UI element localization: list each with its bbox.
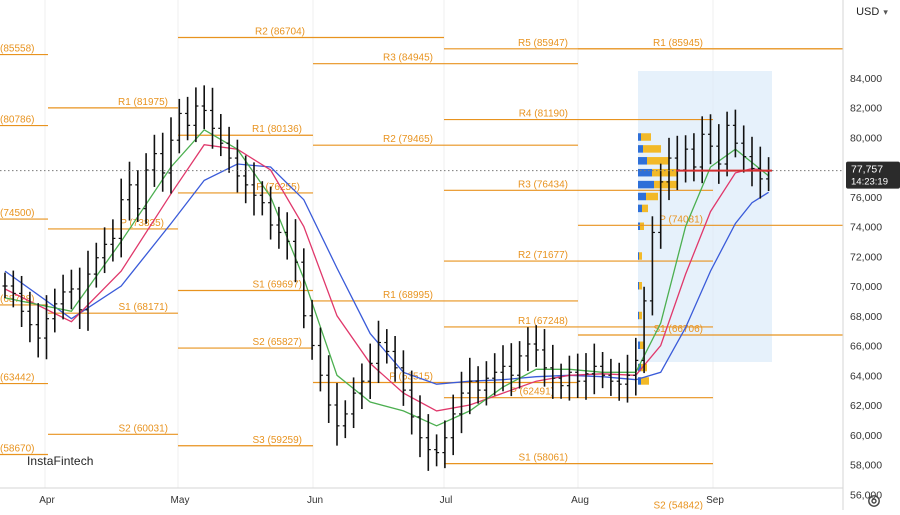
pivot-label: (63442): [0, 373, 34, 384]
pivot-label: (85558): [0, 44, 34, 55]
pivot-label: S2 (60031): [119, 423, 168, 434]
volume-profile-bar: [652, 168, 678, 177]
volume-profile-bar: [642, 204, 648, 213]
y-tick-label: 74,000: [850, 222, 882, 234]
pivot-label: R2 (86704): [255, 27, 305, 38]
y-tick-label: 58,000: [850, 460, 882, 472]
pivot-label: (68728): [0, 294, 34, 305]
y-tick-label: 64,000: [850, 370, 882, 382]
currency-label: USD: [856, 6, 880, 18]
volume-profile-bar: [638, 145, 643, 153]
y-tick-label: 80,000: [850, 132, 882, 144]
volume-profile-bar: [638, 363, 641, 372]
x-tick-label: Aug: [571, 495, 589, 506]
x-tick-label: Apr: [39, 495, 55, 506]
pivot-label: P (76255): [256, 182, 300, 193]
pivot-label: R1 (80136): [252, 124, 302, 135]
y-tick-label: 70,000: [850, 281, 882, 293]
pivot-label: (58670): [0, 444, 34, 455]
x-tick-label: Jul: [440, 495, 453, 506]
x-tick-label: May: [171, 495, 190, 506]
x-tick-label: Sep: [706, 495, 724, 506]
x-tick-label: Jun: [307, 495, 323, 506]
pivot-label: S2 (65827): [253, 337, 302, 348]
volume-profile-bar: [639, 252, 642, 260]
volume-profile-bar: [639, 282, 642, 290]
pivot-label: R5 (85947): [518, 38, 568, 49]
volume-profile-bar: [647, 157, 669, 165]
volume-profile-zone: [638, 71, 772, 362]
last-price-countdown: 14:23:19: [851, 177, 888, 188]
y-tick-label: 56,000: [850, 489, 882, 501]
volume-profile-bar: [641, 377, 649, 385]
pivot-label: P (74081): [659, 214, 703, 225]
y-tick-label: 62,000: [850, 400, 882, 412]
pivot-label: P (62491): [510, 387, 554, 398]
y-tick-label: 68,000: [850, 311, 882, 323]
currency-selector[interactable]: USD ▾: [846, 2, 898, 22]
ma-slow-line: [4, 163, 769, 385]
pivot-label: R3 (76434): [518, 179, 568, 190]
pivot-label: P (73835): [120, 218, 164, 229]
y-tick-label: 76,000: [850, 192, 882, 204]
price-bars: [2, 85, 772, 471]
pivot-label: S1 (68171): [119, 302, 168, 313]
pivot-label: S3 (59259): [253, 435, 302, 446]
pivot-label: R1 (67248): [518, 316, 568, 327]
y-tick-label: 72,000: [850, 251, 882, 263]
chevron-down-icon: ▾: [883, 6, 888, 17]
y-tick-label: 84,000: [850, 73, 882, 85]
pivot-label: R2 (71677): [518, 250, 568, 261]
volume-profile-bar: [638, 192, 646, 201]
grid-layer: [44, 0, 714, 488]
volume-profile-bar: [641, 133, 651, 141]
volume-profile: [638, 71, 772, 385]
volume-profile-bar: [638, 157, 647, 165]
pivot-label: S1 (58061): [519, 453, 568, 464]
pivot-label: R1 (81975): [118, 97, 168, 108]
pivot-label: R3 (84945): [383, 53, 433, 64]
gear-icon[interactable]: [866, 493, 882, 509]
pivot-label: (74500): [0, 208, 34, 219]
pivot-label: (80786): [0, 115, 34, 126]
pivot-label: S1 (69697): [253, 280, 302, 291]
volume-profile-bar: [638, 222, 640, 230]
volume-profile-bar: [646, 192, 658, 201]
brand-logo: InstaFintech: [27, 454, 94, 468]
pivot-label: S1 (66706): [654, 324, 703, 335]
volume-profile-bar: [640, 341, 644, 349]
volume-profile-bar: [638, 204, 642, 213]
last-price-badge: [846, 161, 900, 189]
pivot-label: S2 (54842): [654, 500, 703, 510]
volume-profile-bar: [638, 168, 652, 177]
volume-profile-bar: [639, 311, 642, 320]
volume-profile-bar: [654, 180, 678, 189]
pivot-label: R1 (68995): [383, 290, 433, 301]
pivot-label: R1 (85945): [653, 38, 703, 49]
volume-profile-bar: [638, 180, 654, 189]
volume-profile-bar: [638, 282, 639, 290]
volume-profile-bar: [638, 311, 639, 320]
y-tick-label: 66,000: [850, 341, 882, 353]
volume-profile-bar: [643, 145, 661, 153]
y-tick-label: 60,000: [850, 430, 882, 442]
volume-profile-bar: [640, 222, 644, 230]
pivot-label: R2 (79465): [383, 134, 433, 145]
volume-profile-bar: [638, 341, 640, 349]
volume-profile-bar: [638, 133, 641, 141]
volume-profile-bar: [638, 377, 641, 385]
volume-profile-bar: [638, 252, 639, 260]
pivot-levels: R2 (86704) R1 (81975) P (73835) S1 (68171) S…: [0, 27, 843, 513]
last-price-value: 77,757: [851, 164, 883, 176]
y-tick-label: 82,000: [850, 103, 882, 115]
pivot-label: R4 (81190): [519, 109, 568, 120]
